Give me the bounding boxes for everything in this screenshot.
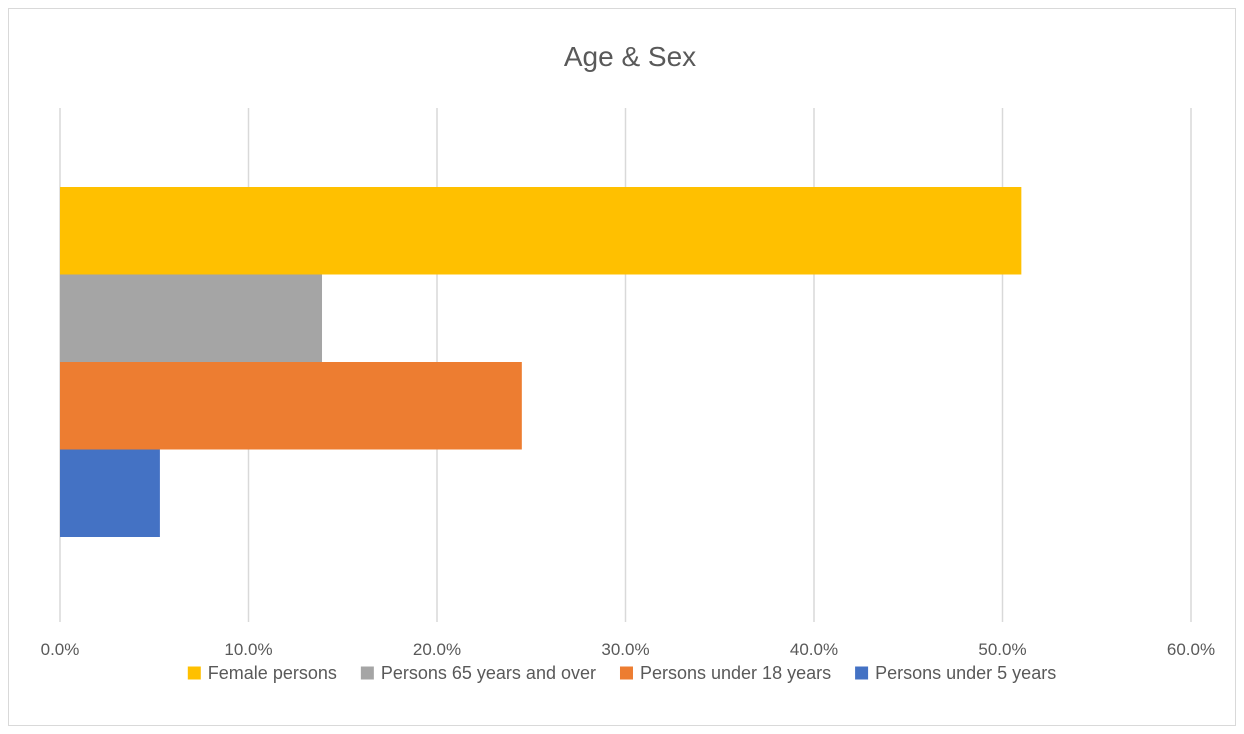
legend-label: Female persons bbox=[208, 663, 337, 683]
legend-item: Persons under 5 years bbox=[855, 663, 1056, 683]
legend-item: Persons under 18 years bbox=[619, 663, 831, 683]
legend: Female persons Persons 65 years and over P… bbox=[187, 663, 1056, 683]
legend-swatch bbox=[855, 666, 869, 680]
legend-label: Persons under 18 years bbox=[640, 663, 831, 683]
x-tick-label: 10.0% bbox=[224, 640, 272, 659]
bar-persons-under-5-years bbox=[60, 449, 160, 537]
x-tick-label: 40.0% bbox=[790, 640, 838, 659]
legend-swatch bbox=[619, 666, 633, 680]
bar-persons-under-18-years bbox=[60, 362, 522, 450]
legend-label: Persons under 5 years bbox=[875, 663, 1056, 683]
legend-swatch bbox=[187, 666, 201, 680]
x-tick-label: 20.0% bbox=[413, 640, 461, 659]
legend-label: Persons 65 years and over bbox=[381, 663, 596, 683]
bars bbox=[60, 187, 1022, 537]
bar-persons-65-years-and-over bbox=[60, 274, 323, 362]
x-tick-label: 60.0% bbox=[1167, 640, 1215, 659]
x-axis-ticks: 0.0% 10.0% 20.0% 30.0% 40.0% 50.0% 60.0% bbox=[41, 640, 1215, 659]
x-tick-label: 50.0% bbox=[978, 640, 1026, 659]
x-tick-label: 30.0% bbox=[601, 640, 649, 659]
legend-item: Persons 65 years and over bbox=[360, 663, 596, 683]
chart-title: Age & Sex bbox=[564, 41, 696, 72]
legend-swatch bbox=[360, 666, 374, 680]
bar-female-persons bbox=[60, 187, 1022, 275]
x-tick-label: 0.0% bbox=[41, 640, 80, 659]
legend-item: Female persons bbox=[187, 663, 337, 683]
